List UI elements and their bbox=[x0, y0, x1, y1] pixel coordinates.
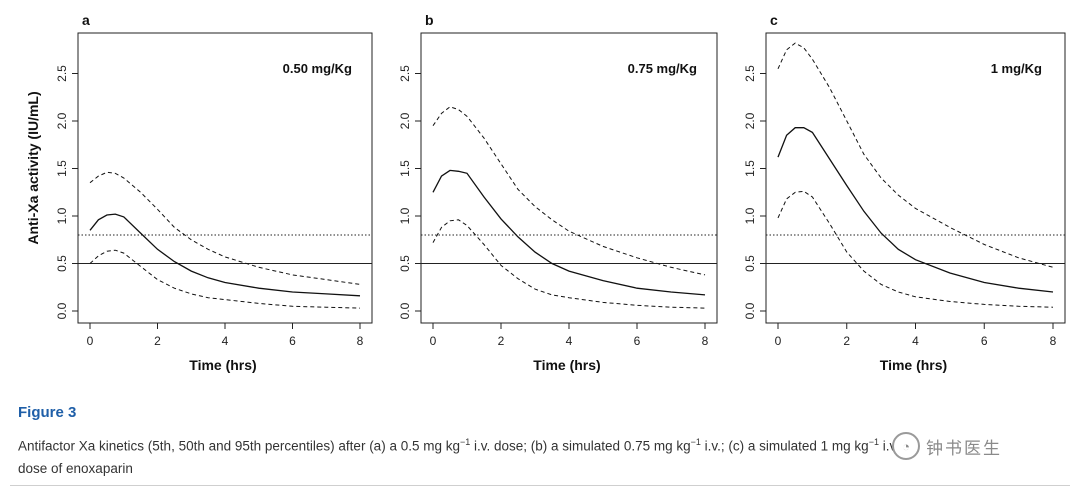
caption-part: i.v. dose; (b) a simulated 0.75 mg kg bbox=[470, 438, 691, 454]
caption-part: Antifactor Xa kinetics (5th, 50th and 95… bbox=[18, 438, 460, 454]
x-axis-title: Time (hrs) bbox=[533, 357, 600, 373]
caption-superscript: −1 bbox=[868, 437, 879, 447]
series-median-line bbox=[432, 169, 706, 296]
x-tick-label: 4 bbox=[566, 334, 573, 348]
panel-b: b 0.75 mg/Kg 0 2 4 6 8 0.0 0.5 1.0 1.5 2.0 2.5 Time (… bbox=[398, 12, 718, 373]
dose-label: 1 mg/Kg bbox=[991, 61, 1042, 76]
x-tick-label: 8 bbox=[1050, 334, 1057, 348]
panel-label: a bbox=[82, 12, 90, 28]
x-tick-label: 8 bbox=[702, 334, 709, 348]
x-tick-label: 2 bbox=[498, 334, 505, 348]
wechat-logo-icon: ◔ bbox=[892, 432, 920, 460]
caption-title: Figure 3 bbox=[18, 404, 77, 421]
y-tick-label: 1.5 bbox=[743, 160, 757, 177]
panel-label: b bbox=[425, 12, 434, 28]
y-tick-label: 2.5 bbox=[55, 65, 69, 82]
figure-panels: a 0.50 mg/Kg 0 2 4 6 8 0.0 0.5 1.0 1.5 2.0 2.5 Time (… bbox=[25, 12, 1066, 373]
y-tick-label: 0.0 bbox=[398, 302, 412, 319]
y-tick-label: 0.0 bbox=[55, 302, 69, 319]
x-tick-label: 0 bbox=[775, 334, 782, 348]
y-tick-label: 2.5 bbox=[743, 65, 757, 82]
panel-label: c bbox=[770, 12, 778, 28]
x-axis-title: Time (hrs) bbox=[880, 357, 947, 373]
panel-c: c 1 mg/Kg 0 2 4 6 8 0.0 0.5 1.0 1.5 2.0 2.5 Time (hrs… bbox=[743, 12, 1066, 373]
y-tick-label: 1.5 bbox=[398, 160, 412, 177]
x-tick-label: 6 bbox=[634, 334, 641, 348]
series-upper-line bbox=[777, 42, 1054, 268]
dose-label: 0.50 mg/Kg bbox=[283, 61, 352, 76]
x-axis-title: Time (hrs) bbox=[189, 357, 256, 373]
series-median-line bbox=[89, 213, 361, 297]
plot-frame bbox=[765, 32, 1066, 324]
series-lower-line bbox=[777, 190, 1054, 308]
x-tick-label: 4 bbox=[222, 334, 229, 348]
caption-part: i.v.; (c) a simulated 1 mg kg bbox=[700, 438, 869, 454]
y-tick-label: 2.0 bbox=[398, 112, 412, 129]
watermark: ◔ 钟书医生 bbox=[892, 432, 1072, 460]
y-tick-label: 2.0 bbox=[55, 112, 69, 129]
caption-superscript: −1 bbox=[459, 437, 471, 447]
caption-line-2: dose of enoxaparin bbox=[18, 460, 133, 476]
series-upper-line bbox=[89, 171, 361, 285]
x-tick-label: 0 bbox=[430, 334, 437, 348]
bottom-divider bbox=[10, 485, 1070, 486]
series-lower-line bbox=[89, 249, 361, 309]
y-tick-label: 0.5 bbox=[398, 255, 412, 272]
panel-a: a 0.50 mg/Kg 0 2 4 6 8 0.0 0.5 1.0 1.5 2.0 2.5 Time (… bbox=[25, 12, 373, 373]
y-axis-title: Anti-Xa activity (IU/mL) bbox=[25, 91, 41, 244]
x-tick-label: 0 bbox=[87, 334, 94, 348]
y-tick-label: 1.0 bbox=[55, 207, 69, 224]
y-tick-label: 0.0 bbox=[743, 302, 757, 319]
y-tick-label: 0.5 bbox=[55, 255, 69, 272]
series-lower-line bbox=[432, 219, 706, 309]
x-tick-label: 6 bbox=[289, 334, 296, 348]
x-tick-label: 2 bbox=[843, 334, 850, 348]
x-tick-label: 6 bbox=[981, 334, 988, 348]
caption-superscript: −1 bbox=[690, 437, 701, 447]
series-upper-line bbox=[432, 106, 706, 276]
x-tick-label: 2 bbox=[154, 334, 161, 348]
y-tick-label: 0.5 bbox=[743, 255, 757, 272]
y-tick-label: 1.5 bbox=[55, 160, 69, 177]
y-tick-label: 1.0 bbox=[398, 207, 412, 224]
x-tick-label: 8 bbox=[357, 334, 364, 348]
y-tick-label: 1.0 bbox=[743, 207, 757, 224]
x-tick-label: 4 bbox=[912, 334, 919, 348]
y-tick-label: 2.0 bbox=[743, 112, 757, 129]
y-tick-label: 2.5 bbox=[398, 65, 412, 82]
dose-label: 0.75 mg/Kg bbox=[628, 61, 697, 76]
series-median-line bbox=[777, 127, 1054, 293]
plot-frame bbox=[420, 32, 718, 324]
watermark-text: 钟书医生 bbox=[926, 433, 1002, 459]
